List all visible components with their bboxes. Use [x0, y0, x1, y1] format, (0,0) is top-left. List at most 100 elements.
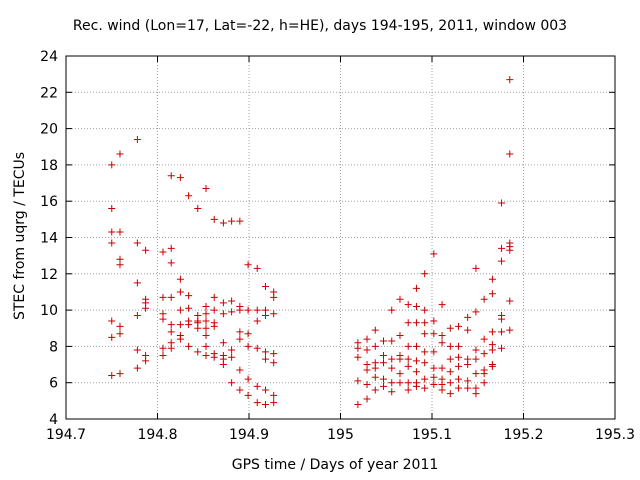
- data-point-marker: [354, 400, 362, 408]
- data-point-marker: [421, 306, 429, 314]
- data-point-marker: [261, 400, 269, 408]
- data-point-marker: [261, 283, 269, 291]
- data-point-marker: [159, 248, 167, 256]
- data-point-marker: [108, 371, 116, 379]
- data-point-marker: [455, 384, 463, 392]
- data-point-marker: [421, 330, 429, 338]
- data-point-marker: [498, 344, 506, 352]
- data-point-marker: [371, 326, 379, 334]
- data-point-marker: [412, 319, 420, 327]
- data-point-marker: [404, 379, 412, 387]
- data-point-marker: [116, 322, 124, 330]
- data-point-marker: [176, 335, 184, 343]
- data-point-marker: [270, 293, 278, 301]
- data-point-marker: [498, 328, 506, 336]
- data-point-marker: [185, 192, 193, 200]
- y-tick-label: 14: [40, 231, 58, 247]
- data-point-marker: [202, 310, 210, 318]
- data-point-marker: [438, 301, 446, 309]
- data-point-marker: [270, 391, 278, 399]
- data-point-marker: [464, 326, 472, 334]
- data-point-marker: [438, 332, 446, 340]
- data-point-marker: [430, 317, 438, 325]
- data-point-marker: [388, 306, 396, 314]
- data-point-marker: [133, 312, 141, 320]
- x-tick-label: 195.3: [595, 427, 635, 443]
- data-point-marker: [464, 361, 472, 369]
- data-point-marker: [219, 219, 227, 227]
- data-point-marker: [176, 174, 184, 182]
- data-point-marker: [455, 362, 463, 370]
- data-point-marker: [116, 150, 124, 158]
- data-point-marker: [108, 228, 116, 236]
- data-point-marker: [438, 386, 446, 394]
- data-point-marker: [142, 304, 150, 312]
- data-point-marker: [412, 382, 420, 390]
- data-point-marker: [116, 330, 124, 338]
- data-point-marker: [472, 355, 480, 363]
- data-point-marker: [108, 161, 116, 169]
- data-point-marker: [261, 348, 269, 356]
- data-point-marker: [159, 293, 167, 301]
- data-point-marker: [244, 306, 252, 314]
- data-point-marker: [167, 321, 175, 329]
- data-point-marker: [270, 350, 278, 358]
- data-point-marker: [108, 317, 116, 325]
- data-point-marker: [488, 362, 496, 370]
- data-point-marker: [219, 339, 227, 347]
- data-point-marker: [430, 381, 438, 389]
- data-point-marker: [404, 342, 412, 350]
- data-point-marker: [202, 302, 210, 310]
- data-point-marker: [430, 250, 438, 258]
- data-point-marker: [396, 370, 404, 378]
- data-point-marker: [446, 368, 454, 376]
- y-tick-label: 10: [40, 303, 58, 319]
- data-point-marker: [236, 366, 244, 374]
- data-point-marker: [480, 370, 488, 378]
- y-tick-label: 20: [40, 122, 58, 138]
- x-tick-label: 195.1: [412, 427, 452, 443]
- data-point-marker: [194, 324, 202, 332]
- data-point-marker: [371, 364, 379, 372]
- y-axis-label: STEC from uqrg / TECUs: [12, 151, 28, 321]
- data-point-marker: [210, 215, 218, 223]
- data-point-marker: [210, 322, 218, 330]
- y-tick-labels: 4 6 8 10 12 14 16 18 20 22 24: [40, 49, 58, 428]
- data-point-marker: [488, 328, 496, 336]
- data-point-marker: [108, 204, 116, 212]
- data-point-marker: [108, 239, 116, 247]
- data-point-marker: [438, 339, 446, 347]
- data-point-marker: [472, 308, 480, 316]
- data-point-marker: [167, 293, 175, 301]
- data-point-marker: [506, 297, 514, 305]
- data-point-marker: [261, 355, 269, 363]
- data-point-marker: [133, 135, 141, 143]
- data-point-marker: [219, 299, 227, 307]
- data-point-marker: [244, 261, 252, 269]
- data-point-marker: [167, 328, 175, 336]
- data-point-marker: [396, 355, 404, 363]
- data-point-marker: [194, 204, 202, 212]
- data-point-marker: [371, 373, 379, 381]
- data-point-marker: [455, 375, 463, 383]
- data-point-marker: [210, 353, 218, 361]
- data-point-marker: [380, 382, 388, 390]
- data-point-marker: [228, 346, 236, 354]
- data-point-marker: [380, 359, 388, 367]
- data-point-marker: [430, 330, 438, 338]
- data-point-marker: [404, 301, 412, 309]
- data-point-marker: [185, 304, 193, 312]
- data-point-marker: [388, 364, 396, 372]
- data-point-marker: [167, 244, 175, 252]
- y-tick-label: 16: [40, 194, 58, 210]
- data-point-marker: [253, 306, 261, 314]
- data-point-marker: [506, 246, 514, 254]
- data-point-marker: [176, 288, 184, 296]
- data-point-marker: [421, 348, 429, 356]
- data-point-marker: [421, 270, 429, 278]
- data-point-marker: [236, 386, 244, 394]
- data-point-marker: [236, 328, 244, 336]
- data-point-marker: [253, 317, 261, 325]
- data-point-marker: [363, 346, 371, 354]
- data-point-marker: [412, 284, 420, 292]
